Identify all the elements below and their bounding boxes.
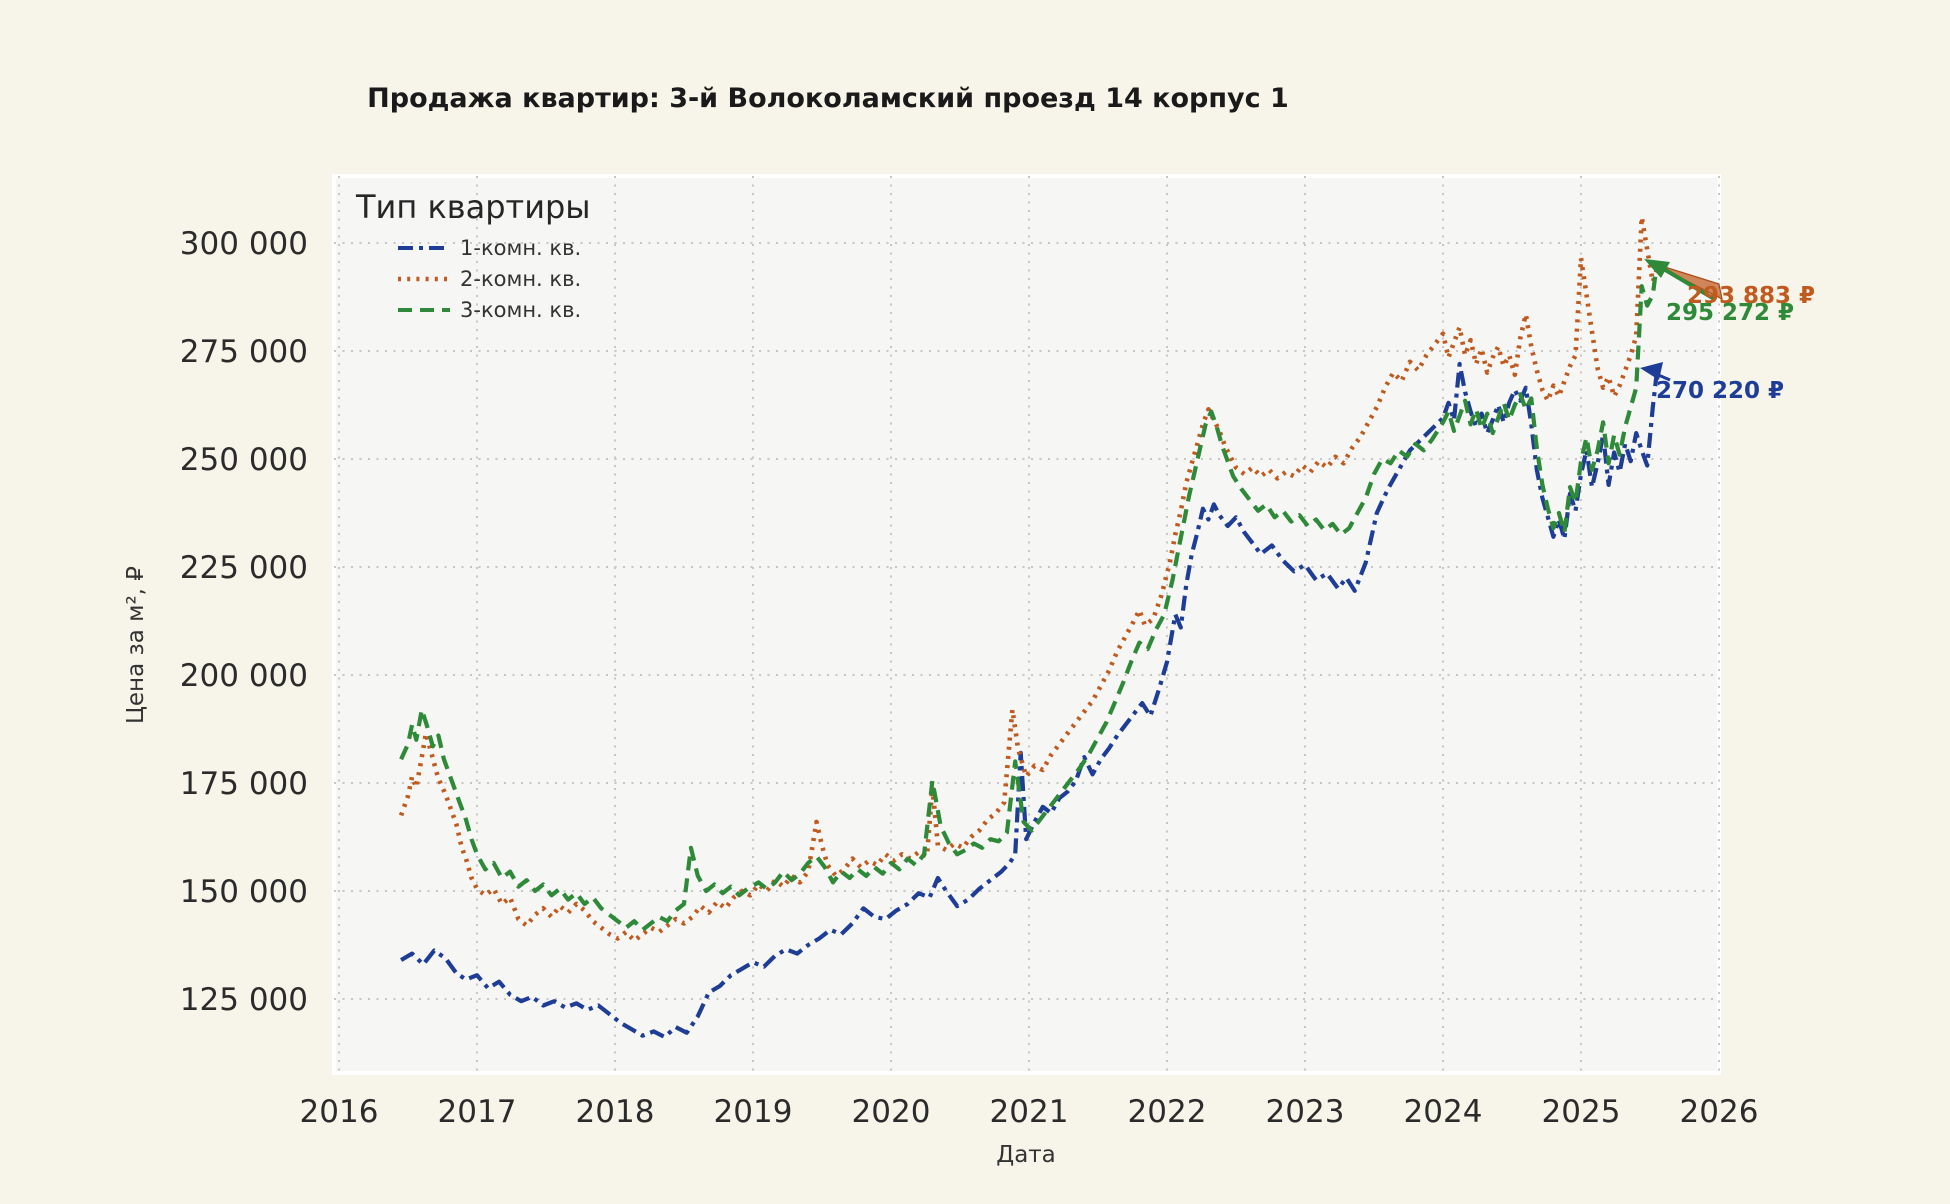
y-tick-label: 275 000 [180, 334, 308, 370]
legend-label-3-komn: 3-комн. кв. [460, 298, 581, 322]
annotation-arrow-3-komn [1660, 266, 1718, 302]
annotation-2-komn-price: 293 883 ₽ [1687, 283, 1815, 309]
y-tick-label: 200 000 [180, 658, 308, 694]
y-tick-label: 175 000 [180, 766, 308, 802]
end-annotations: 293 883 ₽ 295 272 ₽ 270 220 ₽ [1656, 283, 1815, 404]
legend-title: Тип квартиры [355, 188, 591, 226]
x-tick-label: 2019 [714, 1094, 793, 1130]
series-line-3-komn [399, 263, 1659, 932]
x-tick-label: 2023 [1266, 1094, 1345, 1130]
x-tick-label: 2021 [990, 1094, 1069, 1130]
annotation-arrowhead-3-komn [1644, 259, 1670, 278]
x-tick-label: 2026 [1680, 1094, 1759, 1130]
chart-title: Продажа квартир: 3-й Волоколамский проез… [367, 83, 1289, 114]
series-line-1-komn [400, 361, 1659, 1040]
legend-label-1-komn: 1-комн. кв. [460, 236, 581, 260]
x-tick-label: 2025 [1542, 1094, 1621, 1130]
x-axis-label: Дата [996, 1142, 1056, 1168]
x-tick-label: 2016 [300, 1094, 379, 1130]
x-tick-label: 2018 [576, 1094, 655, 1130]
chart-dynamic-layers: 2016 2017 2018 2019 2020 2021 2022 2023 2024 2025… [180, 174, 1759, 1130]
x-tick-label: 2020 [852, 1094, 931, 1130]
y-tick-label: 225 000 [180, 550, 308, 586]
plot-area [332, 174, 1721, 1075]
legend-label-2-komn: 2-комн. кв. [460, 267, 581, 291]
x-tick-label: 2022 [1128, 1094, 1207, 1130]
x-tick-label: 2024 [1404, 1094, 1483, 1130]
y-axis-label: Цена за м², ₽ [123, 566, 149, 724]
legend: Тип квартиры 1-комн. кв. 2-комн. кв. 3-к… [355, 188, 591, 322]
y-tick-label: 300 000 [180, 226, 308, 262]
annotation-3-komn-price: 295 272 ₽ [1666, 300, 1794, 326]
y-tick-label: 125 000 [180, 982, 308, 1018]
y-tick-label: 250 000 [180, 442, 308, 478]
annotation-1-komn-price: 270 220 ₽ [1656, 378, 1784, 404]
annotation-arrowhead-1-komn [1640, 362, 1663, 380]
x-tick-label: 2017 [438, 1094, 517, 1130]
y-tick-label: 150 000 [180, 874, 308, 910]
